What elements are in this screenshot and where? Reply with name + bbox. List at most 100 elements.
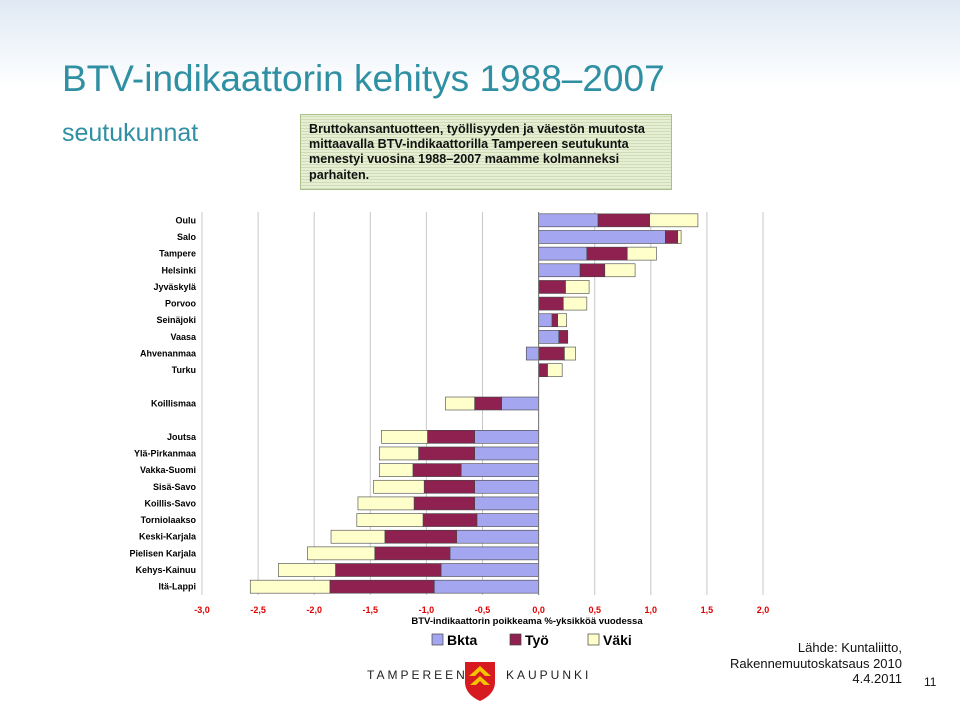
bar-Työ-0: [597, 213, 650, 228]
bar-Työ-4: [538, 280, 566, 294]
bar-Työ-21: [335, 563, 442, 577]
x-tick-label: 0,5: [588, 605, 601, 615]
bar-Bkta-11: [501, 396, 539, 411]
bar-Työ-15: [412, 463, 462, 477]
bar-Väki-15: [378, 463, 414, 477]
legend-label-Bkta: Bkta: [447, 632, 478, 648]
chart-legend: Bkta Työ Väki: [431, 632, 632, 648]
bar-Väki-2: [626, 246, 657, 261]
tampere-crest-icon: [465, 662, 495, 701]
slide-subtitle: seutukunnat: [62, 119, 199, 147]
bar-Väki-17: [357, 496, 415, 511]
bar-Väki-8: [564, 346, 576, 361]
chart-bars: [249, 212, 699, 595]
bar-Työ-5: [538, 296, 564, 311]
category-label: Tampere: [159, 249, 196, 259]
bar-Väki-1: [677, 230, 682, 244]
bar-Bkta-6: [538, 313, 553, 328]
bar-Väki-18: [356, 513, 424, 527]
page-number: 11: [924, 675, 937, 689]
bar-Bkta-2: [538, 246, 588, 261]
category-label: Sisä-Savo: [153, 482, 197, 492]
source-line-2: Rakennemuutoskatsaus 2010: [729, 655, 902, 671]
category-label: Koillis-Savo: [144, 498, 196, 508]
bar-Väki-3: [604, 263, 636, 278]
category-label: Helsinki: [161, 265, 196, 275]
legend-swatch-Väki: [587, 633, 600, 646]
category-label: Vakka-Suomi: [140, 465, 196, 475]
bar-Bkta-13: [474, 430, 539, 444]
bar-Bkta-16: [474, 479, 539, 494]
x-tick-label: 2,0: [757, 605, 770, 615]
bar-Bkta-14: [474, 446, 539, 461]
slide-title: BTV-indikaattorin kehitys 1988–2007: [62, 58, 665, 99]
bar-Työ-8: [538, 346, 565, 361]
x-tick-label: 0,0: [532, 605, 545, 615]
bar-Väki-9: [547, 363, 563, 377]
bar-Väki-5: [562, 296, 588, 311]
x-tick-label: -2,0: [306, 605, 322, 615]
bar-Väki-21: [277, 563, 336, 577]
category-label: Torniolaakso: [141, 515, 197, 525]
bar-Bkta-7: [538, 330, 560, 344]
x-tick-labels: -3,0 -2,5 -2,0 -1,5 -1,0 -0,5 0,0 0,5 1,0 1,5 2,0: [194, 605, 769, 615]
bar-Bkta-17: [474, 496, 539, 511]
category-label: Ylä-Pirkanmaa: [134, 448, 197, 458]
city-name-right: KAUPUNKI: [506, 668, 592, 682]
bar-Bkta-21: [440, 563, 539, 577]
bar-Bkta-20: [449, 546, 539, 561]
x-tick-label: -3,0: [194, 605, 210, 615]
source-block: Lähde: Kuntaliitto, Rakennemuutoskatsaus…: [730, 640, 902, 687]
category-label: Keski-Karjala: [139, 532, 197, 542]
bar-Työ-22: [329, 579, 435, 594]
bar-Väki-0: [649, 213, 699, 228]
bar-Väki-16: [373, 479, 425, 494]
category-label: Oulu: [176, 215, 197, 225]
bar-Työ-14: [418, 446, 475, 461]
bar-Työ-7: [558, 330, 569, 344]
bar-Bkta-3: [538, 263, 581, 278]
category-label: Kehys-Kainuu: [135, 565, 196, 575]
legend-swatch-Työ: [509, 633, 522, 646]
category-label: Seinäjoki: [156, 315, 196, 325]
source-line-1: Lähde: Kuntaliitto,: [797, 640, 902, 655]
bar-Työ-18: [422, 513, 478, 527]
x-tick-label: 1,0: [645, 605, 658, 615]
bar-Työ-2: [586, 246, 628, 261]
bar-Työ-20: [374, 546, 451, 561]
bar-Bkta-0: [538, 213, 599, 228]
bar-Työ-3: [579, 263, 606, 278]
legend-label-Väki: Väki: [603, 632, 632, 648]
category-label: Joutsa: [167, 432, 197, 442]
bar-Työ-17: [413, 496, 475, 511]
category-label: Ahvenanmaa: [140, 349, 197, 359]
bar-Bkta-22: [433, 579, 539, 594]
x-axis-title: BTV-indikaattorin poikkeama %-yksikköä v…: [411, 616, 643, 627]
x-tick-label: -0,5: [475, 605, 491, 615]
category-label: Itä-Lappi: [159, 582, 197, 592]
bar-Bkta-19: [456, 529, 539, 544]
bar-Työ-9: [538, 363, 548, 377]
category-label: Salo: [177, 232, 197, 242]
bar-Työ-13: [427, 430, 475, 444]
bar-Väki-19: [330, 529, 386, 544]
city-name-left: TAMPEREEN: [367, 668, 468, 682]
bar-Työ-11: [474, 396, 502, 411]
category-label: Turku: [172, 365, 196, 375]
bar-Väki-6: [557, 313, 567, 328]
x-tick-label: 1,5: [701, 605, 714, 615]
bar-Väki-4: [565, 280, 590, 294]
category-label: Koillismaa: [151, 399, 197, 409]
caption-box: Bruttokansantuotteen, työllisyyden ja vä…: [300, 114, 672, 190]
slide-date: 4.4.2011: [852, 671, 902, 687]
category-label: Porvoo: [165, 299, 197, 309]
x-tick-label: -1,0: [419, 605, 435, 615]
bar-Työ-1: [665, 230, 679, 244]
bar-Bkta-18: [476, 513, 539, 527]
legend-swatch-Bkta: [431, 633, 444, 646]
category-label: Vaasa: [170, 332, 197, 342]
category-label: Pielisen Karjala: [129, 548, 197, 558]
bar-Väki-22: [249, 579, 331, 594]
x-tick-label: -2,5: [250, 605, 266, 615]
